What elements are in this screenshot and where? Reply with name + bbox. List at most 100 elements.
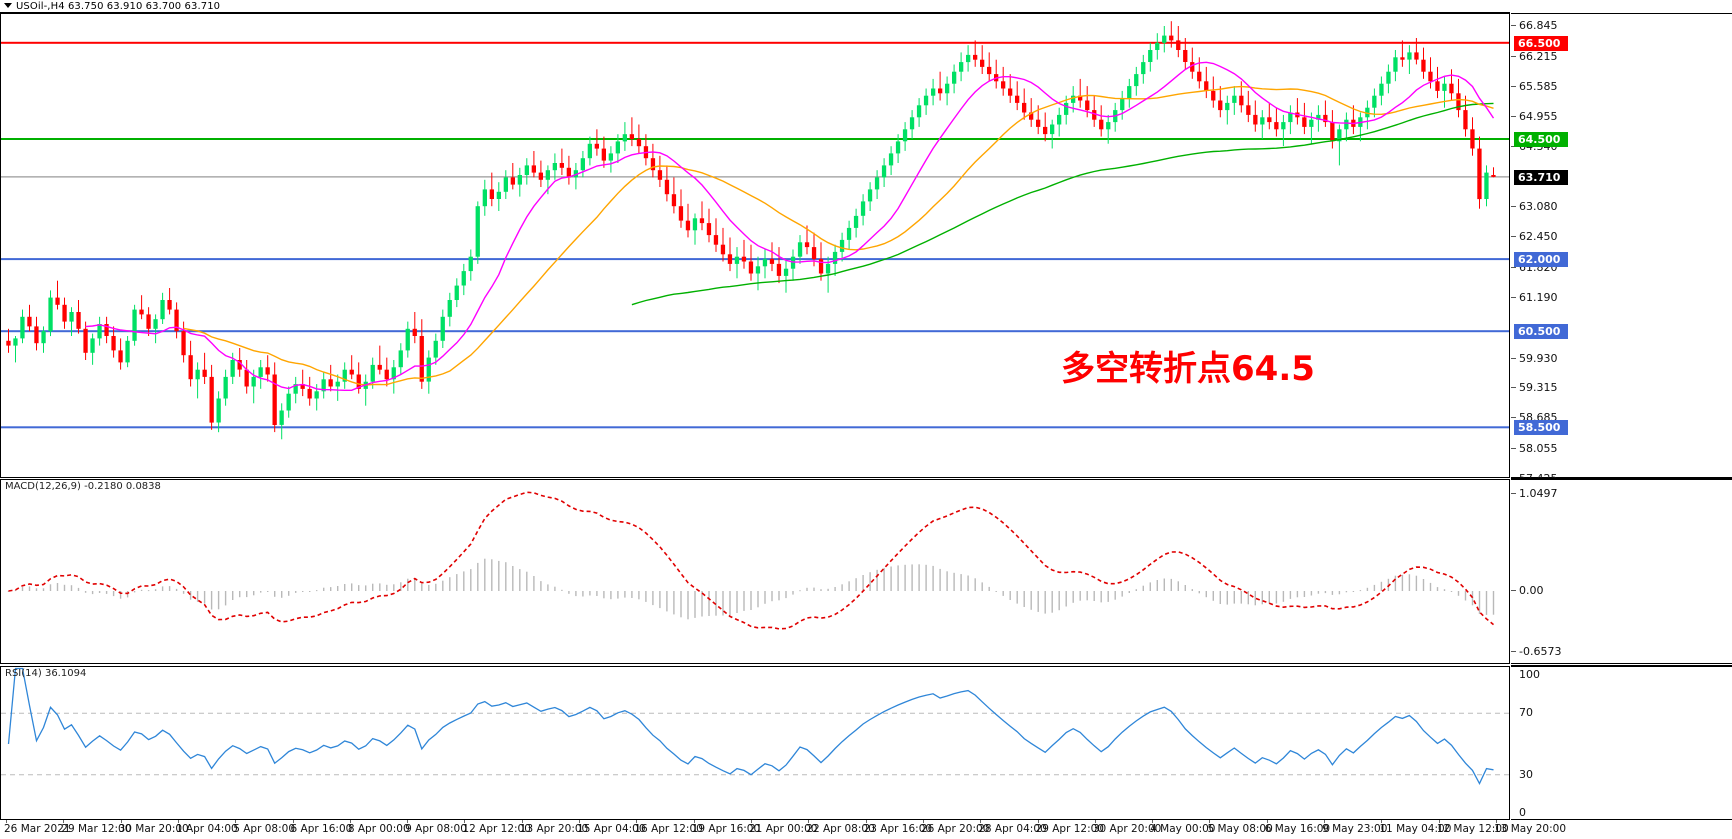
time-axis-tick (1381, 820, 1383, 823)
time-axis-label: 30 Mar 20:00 (118, 823, 189, 835)
macd-axis-tick: -0.6573 (1511, 646, 1561, 657)
time-axis-label: 16 Apr 12:00 (634, 823, 703, 835)
time-axis-tick (63, 820, 65, 823)
axis-separator (1511, 665, 1732, 666)
macd-axis[interactable]: 1.0497 0.00 -0.6573 (1511, 479, 1732, 664)
time-axis-label: 29 Apr 12:00 (1035, 823, 1104, 835)
time-axis-tick (808, 820, 810, 823)
time-axis-tick (693, 820, 695, 823)
tick-dash (1511, 145, 1516, 147)
time-axis-label: 13 Apr 20:00 (519, 823, 589, 835)
macd-plot-area (1, 480, 1509, 663)
rsi-axis[interactable]: 100 70 30 0 (1511, 666, 1732, 820)
time-axis-label: 22 Apr 08:00 (806, 823, 875, 835)
rsi-axis-tick: 70 (1519, 706, 1533, 720)
time-axis-tick (521, 820, 523, 823)
time-axis-tick (349, 820, 351, 823)
tick-dash (1511, 266, 1516, 268)
price-axis-tick: 66.845 (1511, 20, 1558, 31)
price-axis[interactable]: 66.84566.21565.58564.95564.34063.08062.4… (1511, 13, 1732, 484)
price-axis-tick: 58.055 (1511, 443, 1558, 454)
macd-indicator-label: MACD(12,26,9) -0.2180 0.0838 (5, 481, 161, 492)
price-axis-tick: 58.685 (1511, 412, 1558, 423)
time-axis-label: 9 May 23:00 (1322, 823, 1388, 835)
level-line-resistance-66500 (1, 41, 1509, 44)
time-axis-tick (292, 820, 294, 823)
macd-axis-tick: 0.00 (1511, 585, 1544, 596)
chart-titlebar-inner: USOil-,H4 63.750 63.910 63.700 63.710 (0, 0, 1510, 13)
time-axis-label: 15 Apr 04:00 (577, 823, 646, 835)
chart-annotation-text: 多空转折点64.5 (1061, 349, 1315, 389)
rsi-plot-area (1, 667, 1509, 819)
rsi-axis-tick: 0 (1519, 806, 1526, 819)
level-line-support-58500 (1, 426, 1509, 429)
time-axis-label: 21 Apr 00:00 (749, 823, 818, 835)
price-axis-tick: 64.955 (1511, 111, 1558, 122)
time-axis-tick (235, 820, 237, 823)
price-label-support-60500: 60.500 (1514, 324, 1568, 340)
tick-dash (1511, 25, 1516, 27)
tick-dash (1511, 206, 1516, 208)
time-axis-tick (407, 820, 409, 823)
price-label-pivot-64500: 64.500 (1514, 131, 1568, 147)
time-axis-label: 5 May 08:00 (1207, 823, 1273, 835)
time-axis-tick (177, 820, 179, 823)
axis-separator (1511, 478, 1732, 479)
price-axis-tick: 62.450 (1511, 231, 1558, 242)
tick-dash (1511, 387, 1516, 389)
price-pane[interactable]: 多空转折点64.5 (0, 13, 1510, 478)
time-axis-label: 6 Apr 16:00 (290, 823, 353, 835)
macd-signal-line (8, 491, 1495, 630)
tick-dash (1511, 417, 1516, 419)
time-axis-label: 28 Apr 04:00 (978, 823, 1047, 835)
time-axis-tick (1152, 820, 1154, 823)
rsi-axis-tick: 100 (1519, 668, 1540, 681)
time-axis-label: 8 Apr 00:00 (347, 823, 410, 835)
price-label-support-58500: 58.500 (1514, 420, 1568, 436)
tick-dash (1511, 447, 1516, 449)
time-axis-label: 12 Apr 12:00 (462, 823, 531, 835)
price-axis-tick: 59.315 (1511, 382, 1558, 393)
time-axis-tick (1438, 820, 1440, 823)
time-axis-label: 1 Apr 04:00 (175, 823, 238, 835)
time-axis-tick (464, 820, 466, 823)
time-axis-tick (1037, 820, 1039, 823)
time-axis-tick (1324, 820, 1326, 823)
time-axis-tick (1209, 820, 1211, 823)
time-axis-tick (579, 820, 581, 823)
ma-mid-line (183, 85, 1494, 386)
rsi-axis-tick: 30 (1519, 767, 1533, 781)
time-axis-label: 19 Apr 16:00 (691, 823, 761, 835)
price-axis-tick: 59.930 (1511, 353, 1558, 364)
time-axis-label: 4 May 00:00 (1150, 823, 1216, 835)
time-axis-label: 29 Mar 12:00 (61, 823, 132, 835)
rsi-line (7, 667, 1494, 785)
time-axis-tick (751, 820, 752, 823)
time-axis-label: 30 Apr 20:00 (1092, 823, 1162, 835)
time-axis[interactable]: 26 Mar 2021 29 Mar 12:00 30 Mar 20:00 1 Apr… (0, 820, 1732, 839)
time-axis-label: 11 May 04:00 (1379, 823, 1452, 835)
time-axis-label: 9 Apr 08:00 (405, 823, 467, 835)
rsi-pane[interactable]: RSI(14) 36.1094 (0, 666, 1510, 820)
symbol-ohlc-label: USOil-,H4 63.750 63.910 63.700 63.710 (16, 1, 221, 12)
price-axis-tick: 61.190 (1511, 292, 1558, 303)
ma-slow-line (631, 102, 1494, 306)
tick-dash (1511, 55, 1516, 57)
price-label-current-price-63710: 63.710 (1514, 169, 1568, 185)
time-axis-label: 13 May 20:00 (1494, 823, 1567, 835)
tick-dash (1511, 236, 1516, 238)
price-label-support-62000: 62.000 (1514, 252, 1568, 268)
rsi-indicator-label: RSI(14) 36.1094 (5, 668, 87, 679)
time-axis-tick (1266, 820, 1268, 823)
time-axis-tick (1496, 820, 1497, 823)
time-axis-label: 12 May 12:00 (1436, 823, 1509, 835)
time-axis-tick (120, 820, 122, 823)
time-axis-label: 26 Apr 20:00 (920, 823, 990, 835)
time-axis-tick (6, 820, 7, 823)
level-line-current-price-63710 (1, 176, 1509, 178)
macd-pane[interactable]: MACD(12,26,9) -0.2180 0.0838 (0, 479, 1510, 664)
chevron-down-icon[interactable] (4, 3, 12, 8)
price-plot-area (1, 14, 1509, 477)
time-axis-tick (980, 820, 982, 823)
time-axis-tick (865, 820, 867, 823)
